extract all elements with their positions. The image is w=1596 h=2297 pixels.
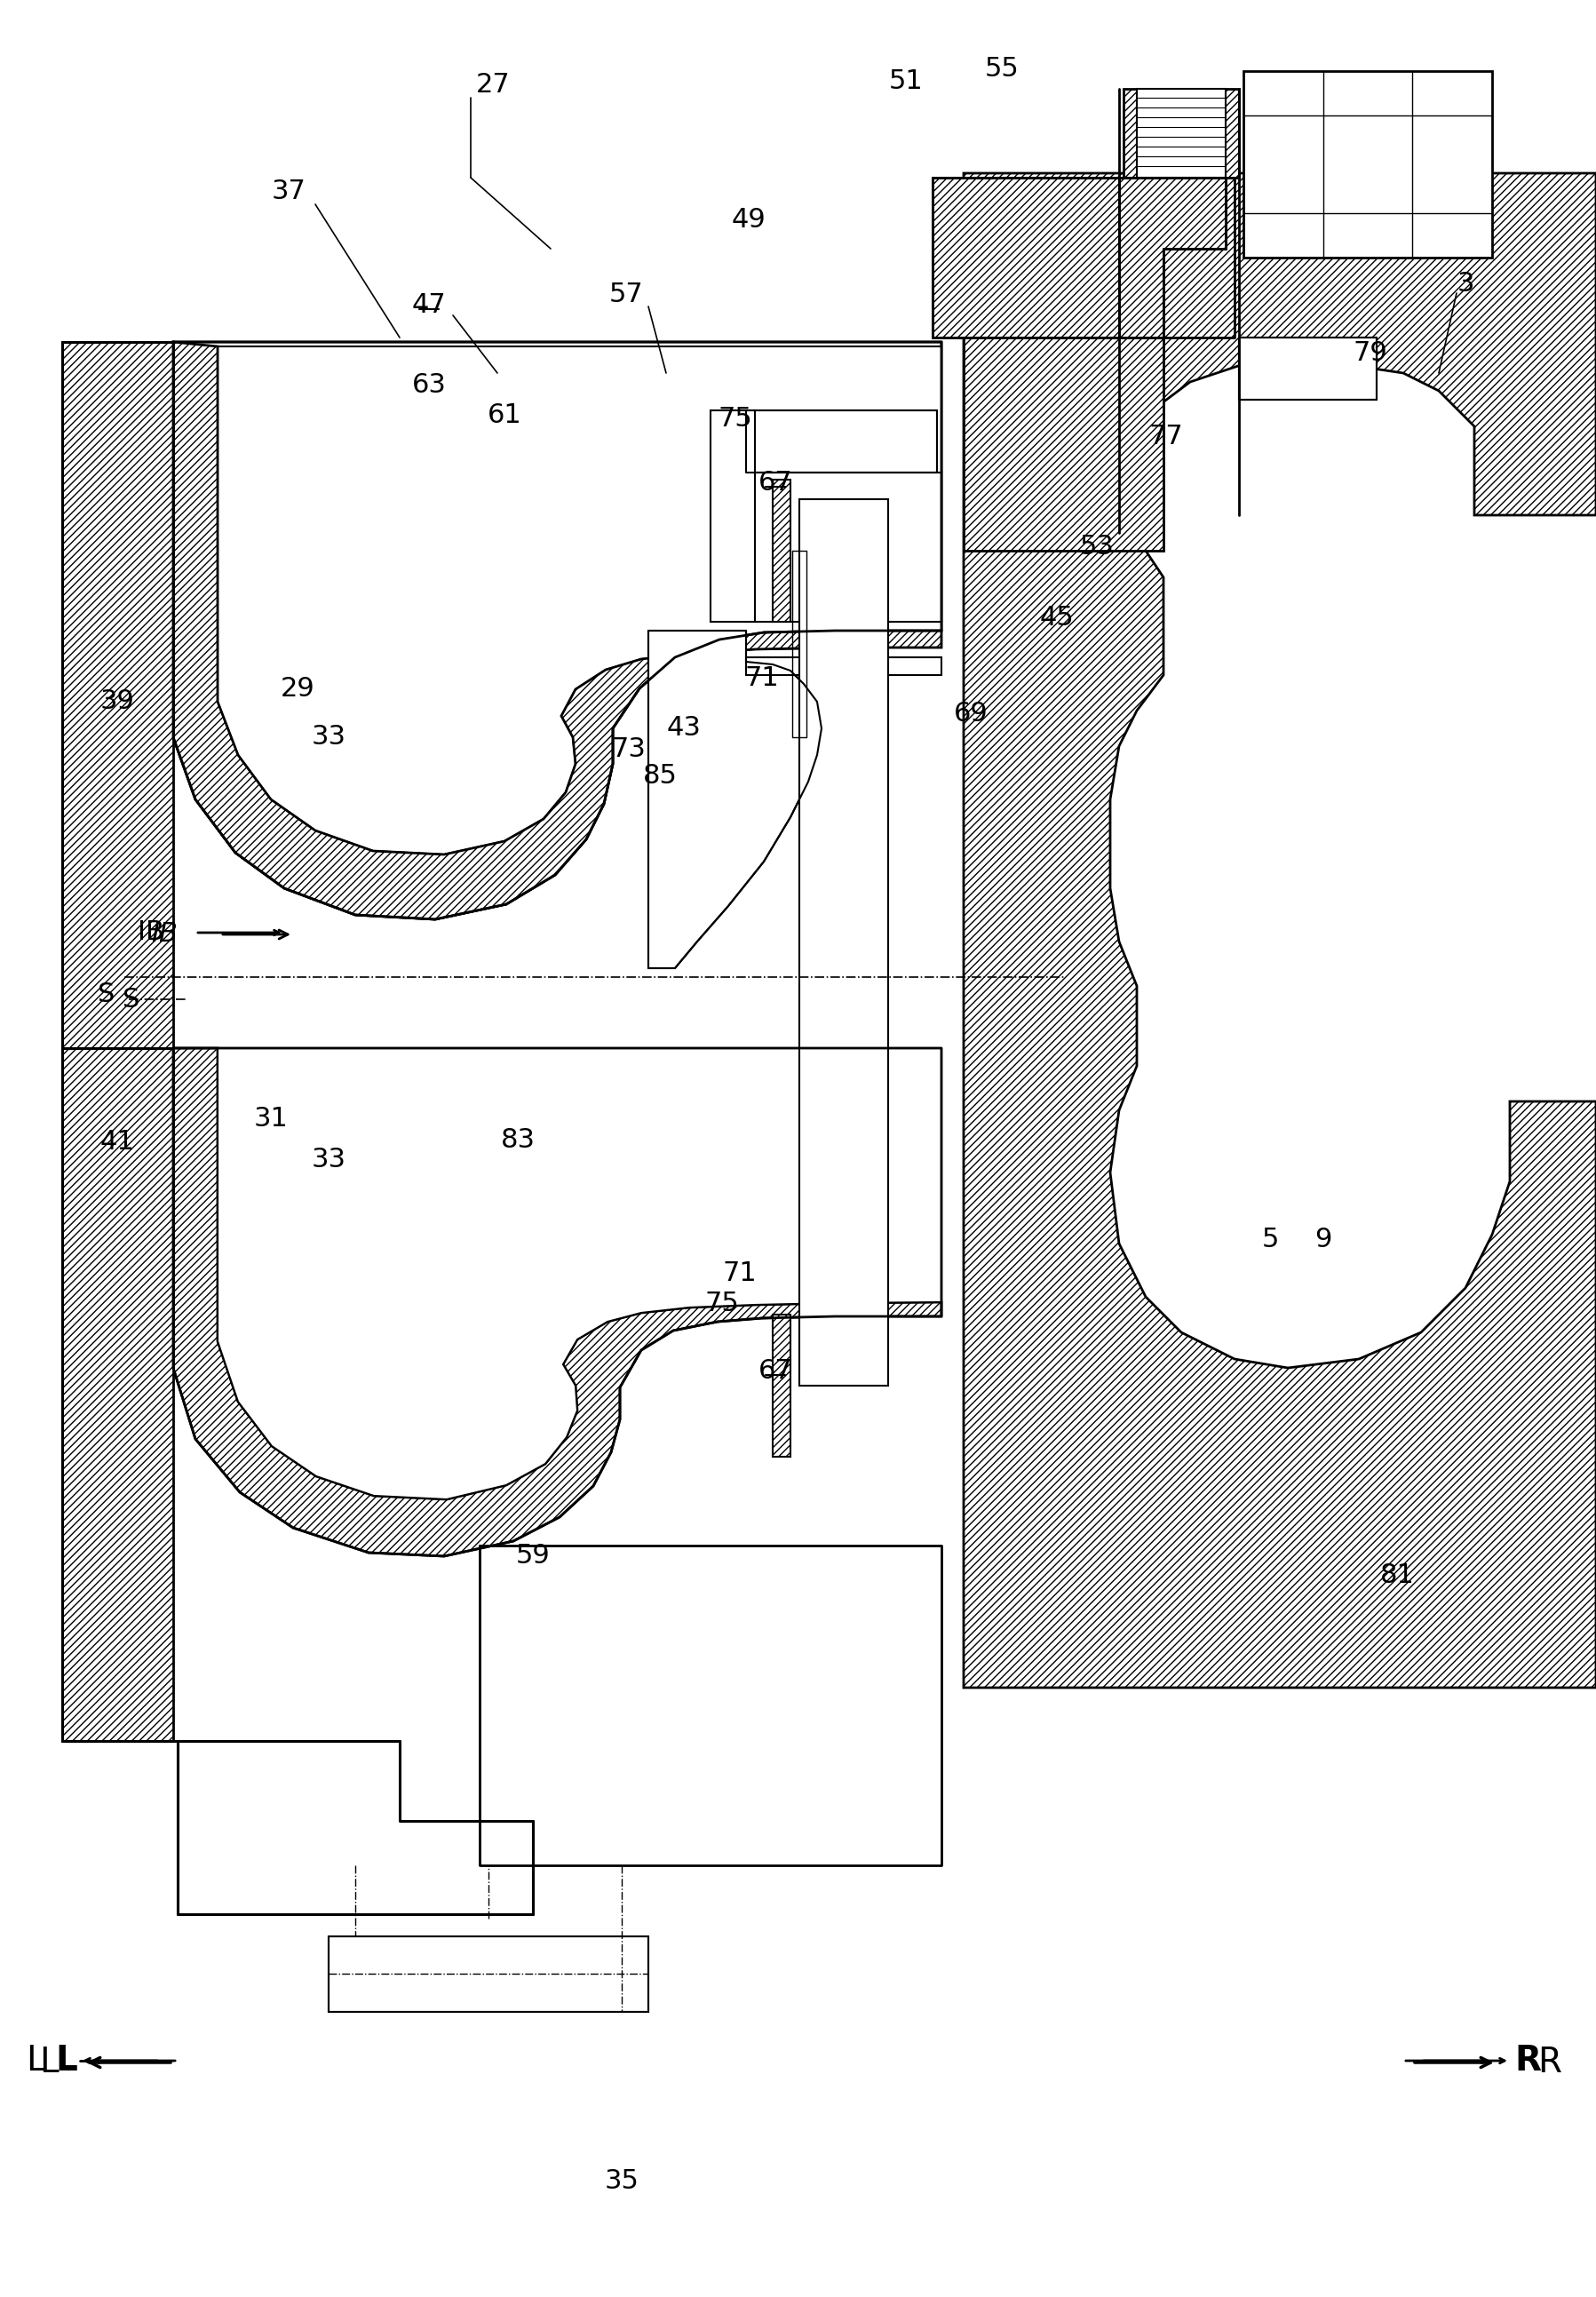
Text: 77: 77 [1149, 425, 1183, 450]
Text: 41: 41 [101, 1128, 134, 1155]
Text: 9: 9 [1315, 1227, 1333, 1252]
Text: 55: 55 [985, 57, 1018, 83]
Text: 27: 27 [476, 71, 511, 96]
Polygon shape [174, 342, 942, 919]
Polygon shape [800, 498, 887, 1385]
Text: L: L [56, 2044, 78, 2076]
Text: 47: 47 [412, 292, 447, 317]
Text: 75: 75 [705, 1291, 739, 1316]
Text: 33: 33 [311, 1146, 346, 1171]
Text: 69: 69 [953, 701, 988, 726]
Polygon shape [964, 172, 1596, 1688]
Text: 83: 83 [501, 1128, 535, 1153]
Text: 61: 61 [487, 402, 522, 430]
Text: 73: 73 [611, 735, 646, 763]
Text: 33: 33 [311, 724, 346, 751]
Text: 79: 79 [1353, 340, 1387, 368]
Polygon shape [772, 1314, 790, 1456]
Polygon shape [174, 342, 942, 919]
Text: L: L [40, 2047, 59, 2079]
Text: 81: 81 [1381, 1562, 1414, 1587]
Polygon shape [1238, 338, 1377, 400]
Text: 71: 71 [723, 1261, 757, 1286]
Text: 5: 5 [1261, 1227, 1278, 1252]
Text: 71: 71 [745, 664, 779, 691]
Polygon shape [217, 347, 942, 854]
Polygon shape [62, 342, 174, 1047]
Text: R: R [1539, 2047, 1562, 2079]
Text: 67: 67 [758, 469, 793, 496]
Polygon shape [174, 1047, 942, 1555]
Text: 85: 85 [643, 763, 677, 788]
Text: 51: 51 [889, 69, 922, 94]
Polygon shape [745, 657, 942, 675]
Polygon shape [745, 473, 942, 622]
Text: 29: 29 [281, 675, 314, 701]
Polygon shape [329, 1936, 648, 2012]
Text: R: R [1515, 2044, 1540, 2076]
Polygon shape [745, 411, 937, 473]
Text: 3: 3 [1457, 271, 1475, 296]
Text: L: L [26, 2044, 45, 2076]
Polygon shape [1243, 71, 1492, 257]
Text: 63: 63 [412, 372, 447, 397]
Text: 67: 67 [758, 1358, 793, 1383]
Text: IB: IB [152, 921, 177, 946]
Text: 37: 37 [271, 179, 306, 204]
Text: 75: 75 [718, 407, 753, 432]
Polygon shape [1124, 90, 1238, 177]
Polygon shape [1136, 90, 1226, 177]
Polygon shape [964, 338, 1163, 551]
Text: 31: 31 [254, 1107, 289, 1132]
Text: 59: 59 [516, 1544, 551, 1569]
Text: S: S [123, 985, 140, 1013]
Text: S: S [97, 981, 115, 1008]
Text: 45: 45 [1039, 604, 1074, 629]
Text: 53: 53 [1079, 533, 1114, 558]
Text: 49: 49 [731, 207, 766, 234]
Polygon shape [932, 177, 1226, 338]
Text: 39: 39 [101, 689, 134, 714]
Polygon shape [62, 1047, 174, 1741]
Text: 35: 35 [605, 2168, 638, 2194]
Polygon shape [648, 632, 822, 969]
Polygon shape [710, 411, 755, 622]
Text: 43: 43 [667, 714, 701, 742]
Polygon shape [217, 1047, 942, 1500]
Polygon shape [772, 480, 790, 622]
Text: IB: IB [137, 919, 164, 946]
Text: 57: 57 [610, 283, 643, 308]
